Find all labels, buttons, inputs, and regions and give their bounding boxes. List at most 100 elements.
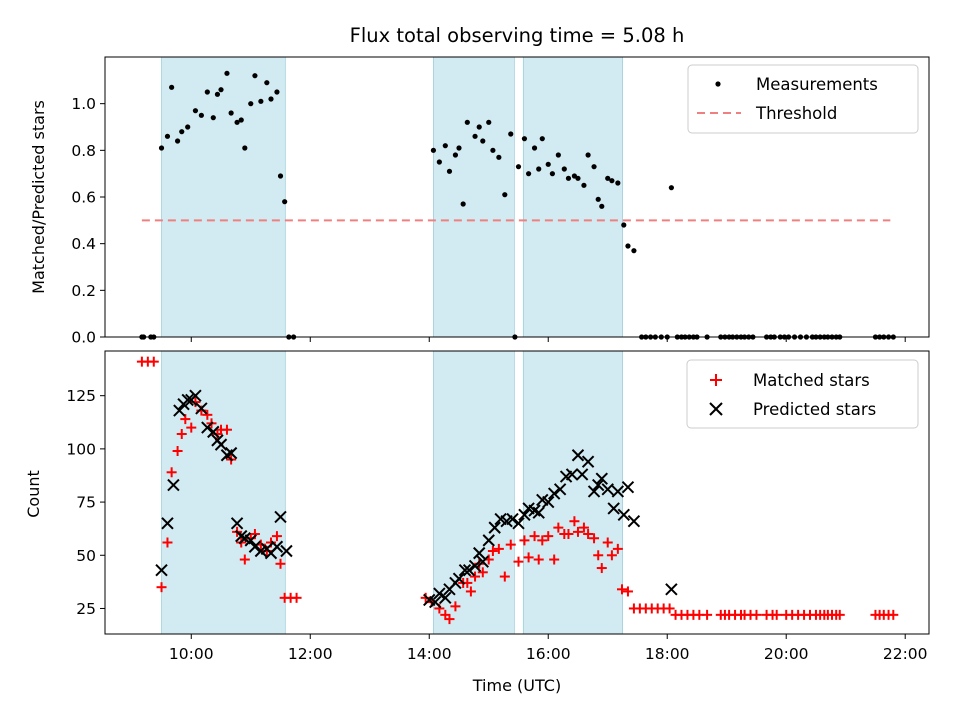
matched-stars-point: [505, 539, 516, 550]
bottom-legend: Matched stars Predicted stars: [686, 359, 919, 429]
legend-predicted-marker: [709, 402, 723, 416]
predicted-stars-point: [581, 455, 595, 468]
predicted-stars-point: [189, 389, 202, 402]
measurements-point: [561, 166, 567, 172]
predicted-stars-point: [621, 480, 635, 494]
bottom-shaded-region-1: [161, 350, 286, 635]
predicted-stars-point: [468, 559, 482, 573]
predicted-stars-point: [224, 446, 238, 460]
measurements-point: [585, 152, 591, 158]
measurements-point: [621, 222, 627, 228]
measurements-point: [599, 203, 605, 209]
measurements-point: [595, 196, 601, 202]
measurements-point: [565, 175, 572, 181]
measurements-point: [282, 199, 288, 205]
bottom-y-tick-label: 100: [66, 440, 96, 458]
matched-stars-point: [537, 535, 548, 546]
matched-stars-point: [702, 609, 713, 620]
predicted-stars-point: [547, 487, 561, 500]
x-tick-label: 16:00: [526, 645, 571, 663]
predicted-stars-point: [248, 540, 262, 553]
matched-stars-point: [622, 586, 633, 597]
predicted-stars-point: [595, 472, 608, 485]
predicted-stars-point: [439, 591, 452, 605]
measurements-point: [274, 89, 280, 95]
top-legend-box: [687, 64, 919, 134]
predicted-stars-point: [571, 449, 585, 462]
predicted-stars-point: [270, 540, 284, 553]
measurements-point: [436, 159, 442, 165]
measurements-point: [521, 136, 528, 142]
predicted-stars-point: [587, 485, 601, 498]
measurements-point: [536, 166, 542, 172]
x-tick-label: 12:00: [288, 645, 333, 663]
predicted-stars-point: [181, 393, 194, 407]
predicted-stars-point: [214, 438, 228, 451]
measurements-point: [615, 180, 621, 186]
bottom-shaded-region-3: [522, 350, 623, 635]
matched-stars-point: [569, 516, 580, 527]
legend-predicted-label: Predicted stars: [753, 400, 876, 419]
predicted-stars-point: [627, 515, 641, 528]
bottom-axes-frame: [104, 350, 930, 635]
predicted-stars-point: [473, 546, 486, 560]
bottom-y-axis-ticks: 25 50 75 100 125: [66, 387, 105, 618]
matched-stars-point: [202, 409, 213, 420]
measurements-point: [549, 171, 555, 177]
predicted-stars-point: [488, 521, 501, 534]
predicted-stars-point: [565, 468, 579, 481]
matched-stars-point: [578, 522, 589, 533]
measurements-point: [515, 164, 522, 170]
measurements-point: [228, 110, 234, 116]
matched-stars-point: [563, 528, 574, 539]
measurements-point: [264, 80, 270, 86]
predicted-stars-point: [542, 495, 555, 509]
measurements-point: [158, 145, 165, 151]
measurements-point: [460, 201, 466, 207]
matched-stars-point: [465, 586, 476, 597]
matched-stars-point: [162, 537, 173, 548]
predicted-stars-point: [201, 421, 214, 434]
matched-stars-point: [291, 592, 302, 603]
predicted-stars-point: [244, 534, 257, 547]
matched-stars-point: [553, 522, 564, 533]
top-y-tick-label: 0.6: [71, 189, 96, 207]
matched-stars-point: [176, 428, 187, 439]
predicted-stars-point: [428, 595, 442, 609]
matched-stars-point: [420, 592, 431, 603]
matched-stars-point: [156, 582, 167, 593]
predicted-stars-point: [512, 517, 525, 530]
bottom-y-tick-label: 75: [76, 494, 96, 512]
matched-stars-point: [612, 543, 623, 554]
predicted-stars-point: [462, 563, 476, 577]
matched-stars-point: [602, 537, 613, 548]
matched-stars-point: [533, 554, 544, 565]
matched-stars-point: [888, 609, 899, 620]
matched-stars-point: [180, 414, 191, 425]
measurements-point: [442, 143, 448, 149]
matched-stars-point: [583, 528, 594, 539]
matched-stars-point: [513, 556, 524, 567]
matched-stars-point: [523, 552, 534, 563]
matched-stars-point: [275, 558, 286, 569]
measurements-point: [486, 119, 492, 125]
bottom-legend-box: [686, 359, 919, 429]
bottom-y-axis-label: Count: [24, 470, 43, 518]
measurements-point: [218, 87, 224, 93]
measurements-point: [464, 119, 470, 125]
measurements-point: [258, 98, 264, 104]
legend-matched-label: Matched stars: [753, 371, 870, 390]
matched-stars-point: [499, 571, 510, 582]
matched-stars-point: [271, 531, 282, 542]
predicted-stars-point: [601, 483, 614, 496]
top-y-axis-ticks: 0.0 0.2 0.4 0.6 0.8 1.0: [71, 95, 105, 347]
predicted-stars-point: [280, 544, 293, 558]
measurements-point: [555, 152, 561, 158]
bottom-x-axis-ticks: 10:00 12:00 14:00 16:00 18:00 20:00 22:00: [169, 634, 928, 663]
measurements-point: [480, 138, 486, 144]
matched-stars-point: [186, 422, 197, 433]
predicted-stars-point: [482, 534, 495, 547]
matched-stars-point: [529, 531, 540, 542]
matched-stars-point: [450, 601, 461, 612]
measurements-point: [204, 89, 210, 95]
